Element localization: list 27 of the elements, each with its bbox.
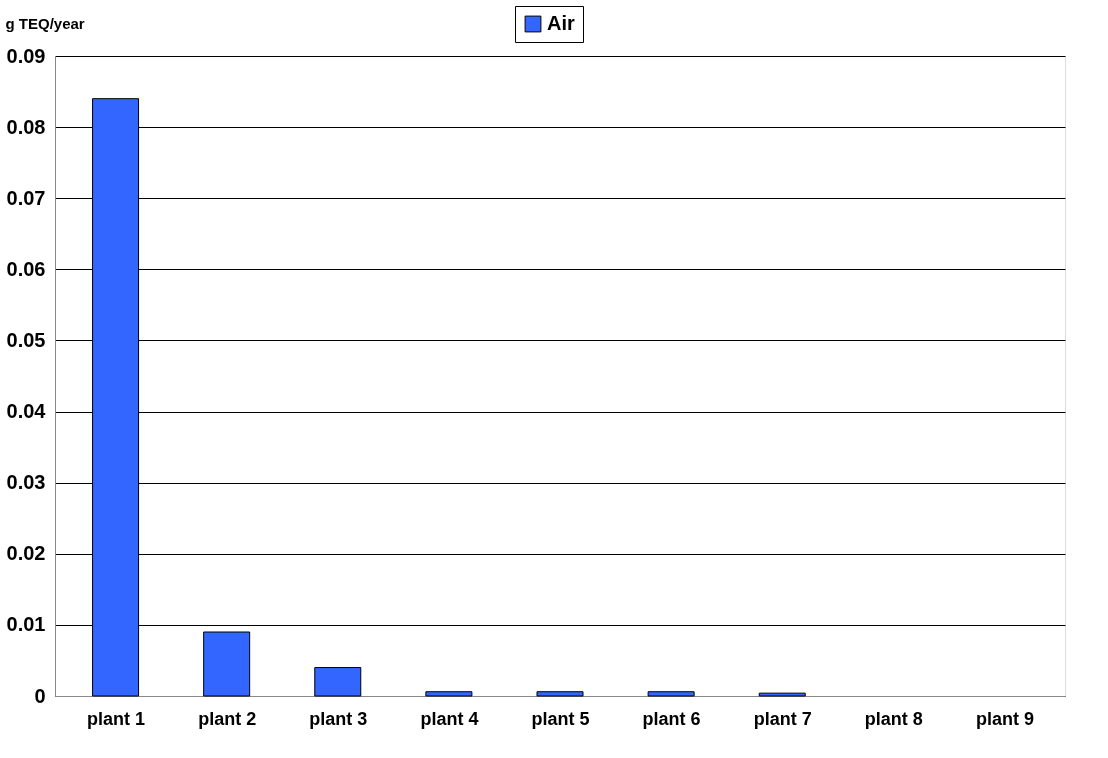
x-tick-label: plant 4 (420, 708, 479, 729)
y-tick-label: 0.05 (6, 328, 46, 351)
y-tick-label: 0.07 (6, 186, 46, 209)
y-tick-label: 0.06 (6, 257, 46, 280)
x-tick-label: plant 8 (864, 708, 923, 729)
bar (536, 691, 584, 697)
x-tick-label: plant 1 (87, 708, 146, 729)
x-tick-label: plant 3 (309, 708, 368, 729)
bar (647, 691, 695, 697)
y-tick-label: 0.08 (6, 115, 46, 138)
bar (314, 667, 362, 697)
y-tick-label: 0.03 (6, 471, 46, 494)
y-tick-label: 0 (34, 684, 46, 707)
y-tick-label: 0.09 (6, 44, 46, 67)
y-axis-title: g TEQ/year (5, 14, 85, 32)
x-tick-label: plant 7 (753, 708, 812, 729)
y-tick-label: 0.01 (6, 613, 46, 636)
x-tick-label: plant 2 (198, 708, 257, 729)
y-tick-label: 0.04 (6, 400, 47, 423)
x-tick-label: plant 9 (975, 708, 1034, 729)
bar (758, 692, 806, 697)
x-tick-label: plant 5 (531, 708, 590, 729)
legend-label: Air (547, 12, 575, 34)
bar (203, 631, 251, 697)
bar (425, 691, 473, 697)
x-tick-label: plant 6 (642, 708, 701, 729)
y-tick-label: 0.02 (6, 542, 46, 565)
